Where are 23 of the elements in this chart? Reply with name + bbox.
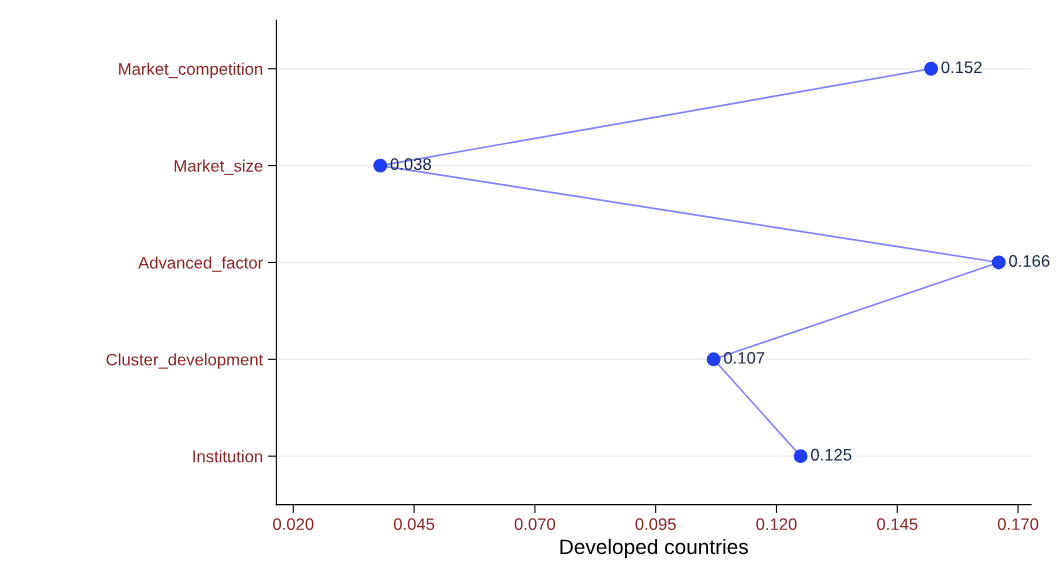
y-tick-label: Institution [193, 450, 263, 463]
data-label: 0.125 [811, 448, 852, 461]
point [373, 158, 388, 173]
y-tick-label: Cluster_development [106, 353, 264, 369]
data-label: 0.038 [390, 158, 431, 171]
x-tick-label: 0.095 [635, 518, 676, 531]
point [991, 255, 1006, 270]
x-tick-label: 0.170 [997, 518, 1039, 531]
x-axis-title: Developed countries [560, 538, 748, 559]
data-label: 0.152 [941, 61, 982, 74]
point [706, 352, 721, 367]
data-label: 0.166 [1009, 255, 1050, 267]
point [924, 61, 939, 76]
point [793, 449, 808, 464]
x-tick-label: 0.020 [273, 518, 314, 531]
x-tick-label: 0.070 [514, 518, 556, 531]
y-tick-label: Market_competition [119, 62, 263, 79]
data-label: 0.107 [724, 351, 765, 364]
x-tick-label: 0.045 [393, 518, 435, 531]
x-tick-label: 0.145 [877, 518, 918, 531]
x-tick-label: 0.120 [756, 518, 797, 531]
y-tick-label: Market_size [174, 159, 263, 175]
y-tick-label: Advanced_factor [138, 256, 263, 272]
